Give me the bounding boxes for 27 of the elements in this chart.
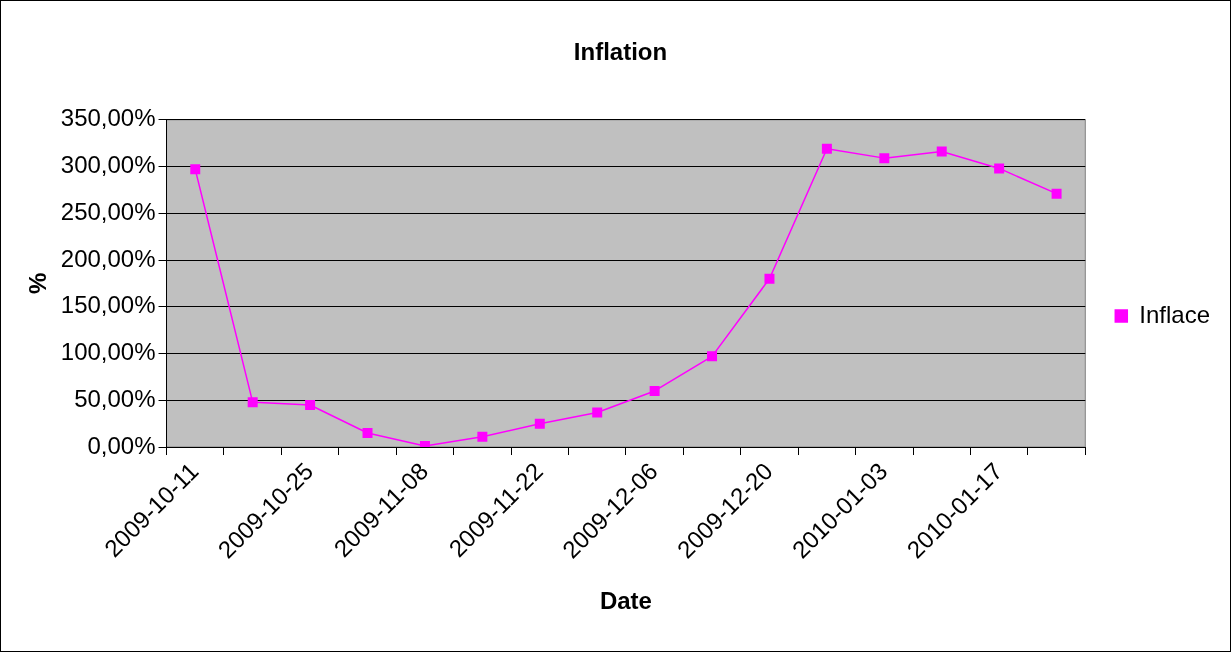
y-axis-title: % (24, 272, 52, 295)
x-axis-title: Date (599, 587, 652, 615)
y-tick-label: 150,00% (60, 291, 156, 319)
point (936, 146, 947, 157)
point (477, 431, 488, 442)
point (764, 273, 775, 284)
y-tick-label: 0,00% (87, 431, 156, 459)
point (1051, 188, 1062, 199)
point (821, 143, 832, 154)
point (879, 153, 890, 164)
y-tick-label: 300,00% (60, 151, 156, 179)
y-tick-label: 250,00% (60, 197, 156, 225)
y-tick-label: 50,00% (74, 384, 156, 412)
point (649, 385, 660, 396)
point (247, 397, 258, 408)
y-tick-label: 100,00% (60, 338, 156, 366)
y-tick-label: 200,00% (60, 244, 156, 272)
point (534, 418, 545, 429)
point (190, 164, 201, 175)
y-tick-label: 350,00% (60, 104, 156, 132)
chart-title: Inflation (573, 38, 668, 66)
point (305, 399, 316, 410)
point (592, 407, 603, 418)
legend-label: Inflace (1139, 300, 1211, 328)
point (707, 351, 718, 362)
point (362, 428, 373, 438)
point (994, 163, 1005, 174)
